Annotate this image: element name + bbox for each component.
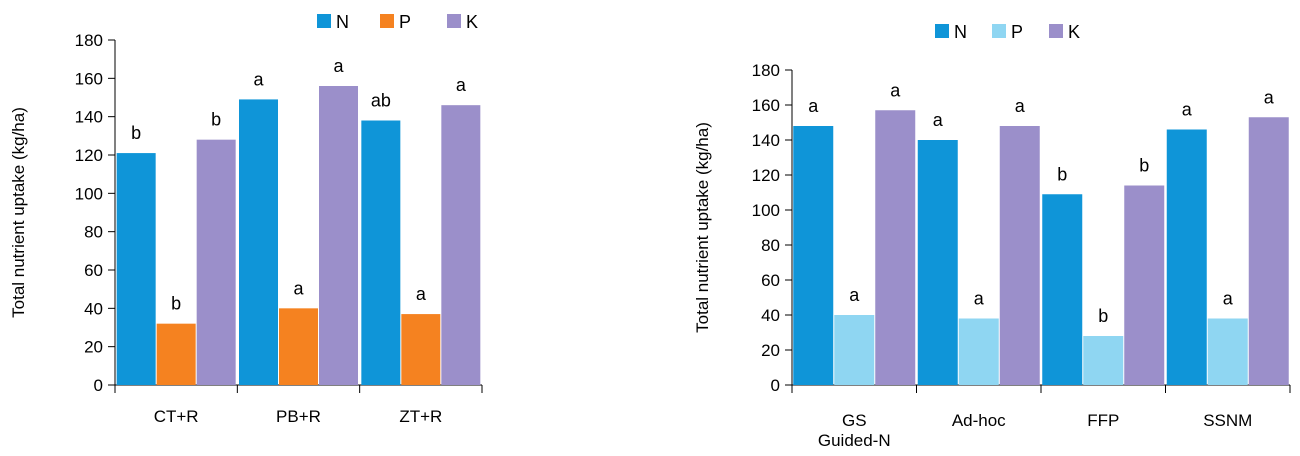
- bar-N-0: [793, 126, 834, 385]
- bar-K-2: [441, 105, 481, 386]
- bar-K-2: [1124, 185, 1165, 385]
- significance-letter: a: [456, 75, 467, 95]
- significance-letter: a: [933, 110, 944, 130]
- left-chart: 0 20 40 60 80 100 120 140 160 180 Total nutrient u…: [9, 12, 483, 426]
- y-tick-label: 160: [75, 69, 103, 88]
- y-axis-label: Total nutrient uptake (kg/ha): [9, 107, 28, 318]
- significance-letter: a: [1015, 96, 1026, 116]
- bar-P-2: [401, 314, 441, 385]
- significance-letter: b: [1098, 306, 1108, 326]
- bar-P-0: [156, 323, 196, 385]
- bar-N-1: [239, 99, 278, 386]
- y-tick-label: 40: [761, 306, 780, 325]
- x-category-label: Guided-N: [818, 431, 891, 450]
- y-tick-label: 60: [84, 261, 103, 280]
- y-tick-label: 0: [771, 376, 780, 395]
- bar-K-0: [196, 139, 236, 385]
- y-tick-label: 80: [761, 236, 780, 255]
- significance-letter: b: [1139, 156, 1149, 176]
- significance-letter: b: [211, 110, 221, 130]
- significance-letter: a: [253, 69, 264, 89]
- y-tick-label: 100: [752, 201, 780, 220]
- significance-letter: a: [333, 56, 344, 76]
- significance-letter: a: [974, 289, 985, 309]
- legend-label-K: K: [466, 12, 478, 32]
- y-axis-label: Total nutrient uptake (kg/ha): [693, 122, 712, 333]
- significance-letter: b: [1057, 164, 1067, 184]
- x-category-label: Ad-hoc: [952, 411, 1006, 430]
- bar-N-0: [116, 153, 156, 385]
- y-tick-label: 80: [84, 223, 103, 242]
- significance-letter: a: [293, 278, 304, 298]
- bar-N-3: [1166, 129, 1207, 385]
- legend-swatch-K: [1049, 24, 1063, 38]
- significance-letter: a: [1223, 289, 1234, 309]
- significance-letter: a: [808, 96, 819, 116]
- y-tick-label: 40: [84, 299, 103, 318]
- y-tick-label: 180: [752, 61, 780, 80]
- bar-K-1: [319, 86, 358, 385]
- legend-swatch-N: [935, 24, 949, 38]
- bar-K-1: [999, 126, 1040, 385]
- significance-letter: b: [171, 294, 181, 314]
- y-tick-label: 0: [94, 376, 103, 395]
- x-category-label: FFP: [1087, 411, 1119, 430]
- legend-label-K: K: [1068, 22, 1080, 42]
- y-tick-label: 20: [761, 341, 780, 360]
- significance-letter: ab: [371, 91, 391, 111]
- bar-N-2: [361, 120, 401, 385]
- bar-N-1: [917, 140, 958, 385]
- y-tick-label: 180: [75, 31, 103, 50]
- y-tick-label: 140: [752, 131, 780, 150]
- legend-label-P: P: [1011, 22, 1023, 42]
- significance-letter: b: [131, 123, 141, 143]
- bar-P-3: [1207, 318, 1248, 385]
- x-category-label: CT+R: [154, 407, 199, 426]
- legend-label-P: P: [399, 12, 411, 32]
- right-chart: 0 20 40 60 80 100 120 140 160 180 Total nutrient u…: [693, 22, 1291, 450]
- legend-swatch-P: [380, 14, 394, 28]
- bar-P-0: [834, 315, 875, 385]
- bar-K-3: [1248, 117, 1289, 385]
- legend-label-N: N: [954, 22, 967, 42]
- significance-letter: a: [890, 80, 901, 100]
- x-category-label: SSNM: [1203, 411, 1252, 430]
- significance-letter: a: [416, 284, 427, 304]
- y-tick-label: 20: [84, 338, 103, 357]
- y-tick-label: 160: [752, 96, 780, 115]
- legend-swatch-N: [317, 14, 331, 28]
- significance-letter: a: [1264, 87, 1275, 107]
- y-tick-label: 140: [75, 108, 103, 127]
- bar-K-0: [875, 110, 916, 385]
- y-tick-label: 120: [752, 166, 780, 185]
- legend-swatch-P: [992, 24, 1006, 38]
- legend-swatch-K: [447, 14, 461, 28]
- bar-N-2: [1042, 194, 1083, 385]
- bar-P-1: [279, 308, 318, 385]
- bar-P-1: [958, 318, 999, 385]
- y-tick-label: 120: [75, 146, 103, 165]
- significance-letter: a: [849, 285, 860, 305]
- y-tick-label: 100: [75, 184, 103, 203]
- y-tick-label: 60: [761, 271, 780, 290]
- significance-letter: a: [1182, 100, 1193, 120]
- x-category-label: GS: [842, 411, 867, 430]
- legend-label-N: N: [336, 12, 349, 32]
- bar-P-2: [1083, 336, 1124, 385]
- x-category-label: PB+R: [276, 407, 321, 426]
- x-category-label: ZT+R: [399, 407, 442, 426]
